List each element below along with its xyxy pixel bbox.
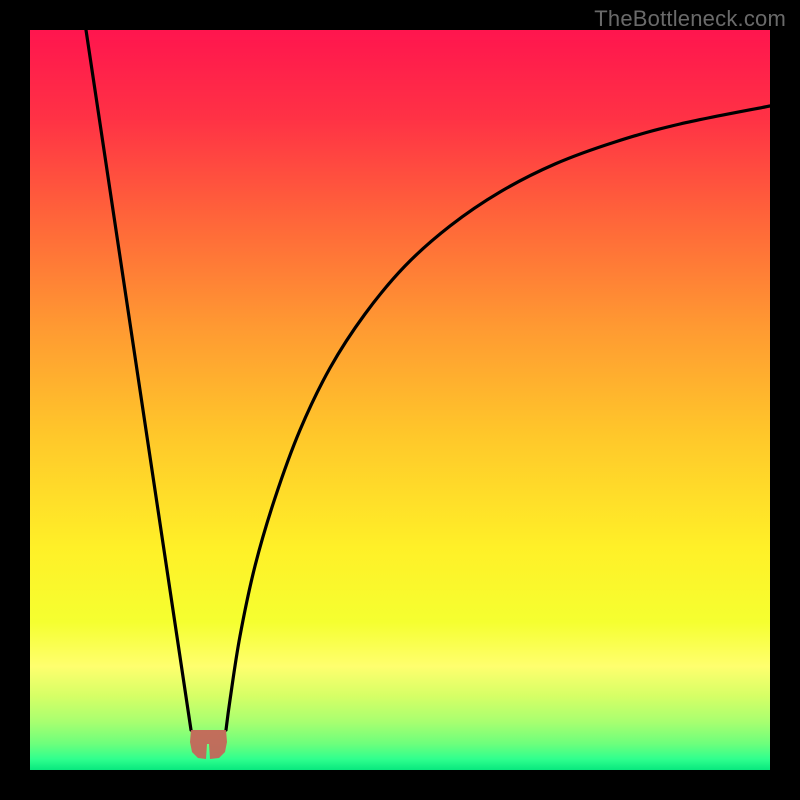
- watermark-text: TheBottleneck.com: [594, 6, 786, 32]
- plot-svg: [30, 30, 770, 770]
- chart-container: TheBottleneck.com: [0, 0, 800, 800]
- plot-area: [30, 30, 770, 770]
